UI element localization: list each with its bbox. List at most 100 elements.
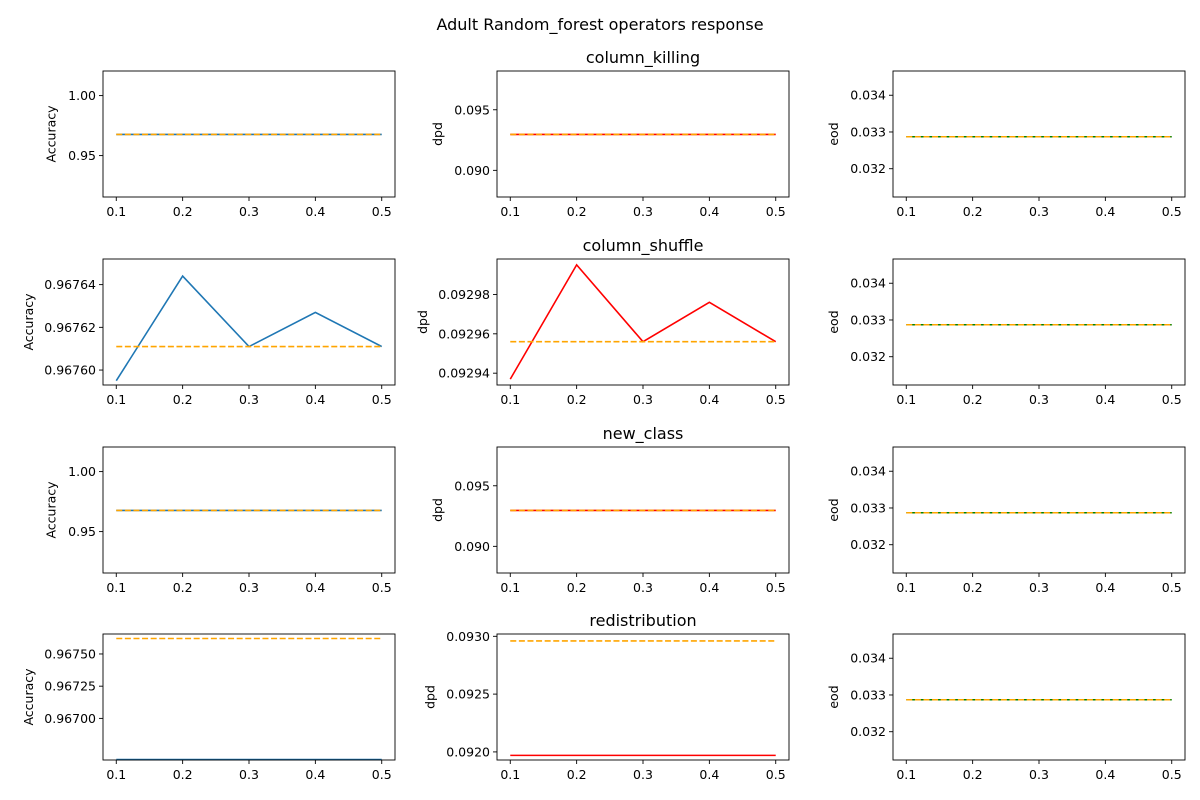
- axes-frame: [496, 258, 790, 386]
- subplot-3-1: redistribution 0.1 0.2 0.3 0.4 0.5 0.0920 0.092…: [422, 611, 790, 782]
- x-tick-label: 0.5: [766, 580, 786, 595]
- x-tick-label: 0.5: [1162, 204, 1182, 219]
- x-tick-label: 0.3: [239, 580, 259, 595]
- subplot-1-1: column_shuffle 0.1 0.2 0.3 0.4 0.5 0.09294 0.09…: [415, 236, 790, 407]
- y-tick-label: 0.96750: [44, 646, 96, 661]
- y-tick-label: 0.095: [454, 478, 490, 493]
- y-axis-label: Accuracy: [44, 481, 59, 539]
- y-tick-label: 0.090: [454, 539, 490, 554]
- y-tick-label: 0.09296: [438, 326, 490, 341]
- y-tick-label: 0.96760: [44, 363, 96, 378]
- y-tick-label: 0.034: [850, 651, 886, 666]
- x-tick-label: 0.3: [633, 767, 653, 782]
- x-tick-label: 0.5: [1162, 767, 1182, 782]
- x-tick-label: 0.5: [372, 204, 392, 219]
- y-tick-label: 0.032: [850, 537, 886, 552]
- x-tick-label: 0.2: [963, 767, 983, 782]
- x-tick-label: 0.4: [699, 767, 719, 782]
- y-tick-label: 0.0930: [446, 629, 490, 644]
- y-axis-label: dpd: [415, 310, 430, 334]
- y-tick-label: 1.00: [68, 88, 96, 103]
- x-tick-label: 0.3: [239, 767, 259, 782]
- y-axis-label: dpd: [430, 122, 445, 146]
- axes-frame: [892, 633, 1186, 761]
- x-tick-label: 0.2: [173, 580, 193, 595]
- x-tick-label: 0.2: [173, 392, 193, 407]
- x-tick-label: 0.1: [500, 204, 520, 219]
- y-tick-label: 0.09294: [438, 366, 490, 381]
- x-tick-label: 0.5: [372, 392, 392, 407]
- y-tick-label: 0.0920: [446, 744, 490, 759]
- subplot-2-0: 0.1 0.2 0.3 0.4 0.5 0.95 1.00 Accuracy: [44, 446, 396, 595]
- y-axis-label: Accuracy: [44, 105, 59, 163]
- axes-frame: [892, 446, 1186, 574]
- y-axis-label: Accuracy: [21, 293, 36, 351]
- subplot-title: column_shuffle: [583, 236, 704, 256]
- subplot-1-2: 0.1 0.2 0.3 0.4 0.5 0.032 0.033 0.034 eod: [826, 258, 1186, 407]
- x-tick-label: 0.2: [567, 204, 587, 219]
- x-tick-label: 0.2: [567, 392, 587, 407]
- x-tick-label: 0.5: [1162, 392, 1182, 407]
- subplot-1-0: 0.1 0.2 0.3 0.4 0.5 0.96760 0.96762 0.96764 Accu…: [21, 258, 396, 407]
- x-tick-label: 0.2: [567, 767, 587, 782]
- y-axis-label: Accuracy: [21, 668, 36, 726]
- axes-frame: [102, 633, 396, 761]
- axes-frame: [102, 258, 396, 386]
- series-line: [115, 274, 383, 382]
- y-tick-label: 0.95: [68, 524, 96, 539]
- y-tick-label: 0.95: [68, 148, 96, 163]
- x-tick-label: 0.3: [633, 580, 653, 595]
- x-tick-label: 0.2: [963, 204, 983, 219]
- x-tick-label: 0.4: [305, 580, 325, 595]
- subplot-2-1: new_class 0.1 0.2 0.3 0.4 0.5 0.090 0.095 dpd: [430, 424, 790, 595]
- x-tick-label: 0.1: [500, 767, 520, 782]
- x-tick-label: 0.5: [1162, 580, 1182, 595]
- x-tick-label: 0.2: [173, 204, 193, 219]
- x-tick-label: 0.4: [699, 580, 719, 595]
- y-axis-label: eod: [826, 310, 841, 333]
- x-tick-label: 0.1: [500, 580, 520, 595]
- axes-frame: [496, 633, 790, 761]
- x-tick-label: 0.3: [1029, 204, 1049, 219]
- x-tick-label: 0.5: [372, 580, 392, 595]
- subplot-0-2: 0.1 0.2 0.3 0.4 0.5 0.032 0.033 0.034 eod: [826, 70, 1186, 219]
- x-tick-label: 0.4: [1095, 392, 1115, 407]
- y-tick-label: 0.96725: [44, 679, 96, 694]
- x-tick-label: 0.1: [896, 580, 916, 595]
- x-tick-label: 0.1: [106, 580, 126, 595]
- x-tick-label: 0.4: [1095, 580, 1115, 595]
- y-tick-label: 0.033: [850, 687, 886, 702]
- x-tick-label: 0.3: [1029, 767, 1049, 782]
- x-tick-label: 0.5: [372, 767, 392, 782]
- y-axis-label: dpd: [430, 498, 445, 522]
- y-tick-label: 0.090: [454, 163, 490, 178]
- y-tick-label: 0.032: [850, 161, 886, 176]
- y-axis-label: dpd: [422, 685, 437, 709]
- x-tick-label: 0.3: [633, 392, 653, 407]
- x-tick-label: 0.4: [699, 204, 719, 219]
- y-tick-label: 0.032: [850, 724, 886, 739]
- x-tick-label: 0.1: [896, 392, 916, 407]
- y-tick-label: 0.96762: [44, 320, 96, 335]
- x-tick-label: 0.1: [106, 204, 126, 219]
- y-tick-label: 0.96764: [44, 277, 96, 292]
- x-tick-label: 0.4: [305, 392, 325, 407]
- y-axis-label: eod: [826, 122, 841, 145]
- x-tick-label: 0.4: [1095, 204, 1115, 219]
- y-tick-label: 1.00: [68, 464, 96, 479]
- y-tick-label: 0.095: [454, 102, 490, 117]
- subplot-grid: 0.1 0.2 0.3 0.4 0.5 0.95 1.00 Accuracy column_ki…: [21, 48, 1186, 782]
- subplot-0-1: column_killing 0.1 0.2 0.3 0.4 0.5 0.090 0.095 d…: [430, 48, 790, 219]
- x-tick-label: 0.2: [567, 580, 587, 595]
- x-tick-label: 0.2: [173, 767, 193, 782]
- subplot-0-0: 0.1 0.2 0.3 0.4 0.5 0.95 1.00 Accuracy: [44, 70, 396, 219]
- x-tick-label: 0.3: [239, 392, 259, 407]
- axes-frame: [892, 70, 1186, 198]
- y-tick-label: 0.033: [850, 124, 886, 139]
- figure-suptitle: Adult Random_forest operators response: [436, 15, 763, 35]
- x-tick-label: 0.1: [106, 767, 126, 782]
- y-tick-label: 0.09298: [438, 287, 490, 302]
- subplot-3-0: 0.1 0.2 0.3 0.4 0.5 0.96700 0.96725 0.96750 Accu…: [21, 633, 396, 782]
- subplot-2-2: 0.1 0.2 0.3 0.4 0.5 0.032 0.033 0.034 eod: [826, 446, 1186, 595]
